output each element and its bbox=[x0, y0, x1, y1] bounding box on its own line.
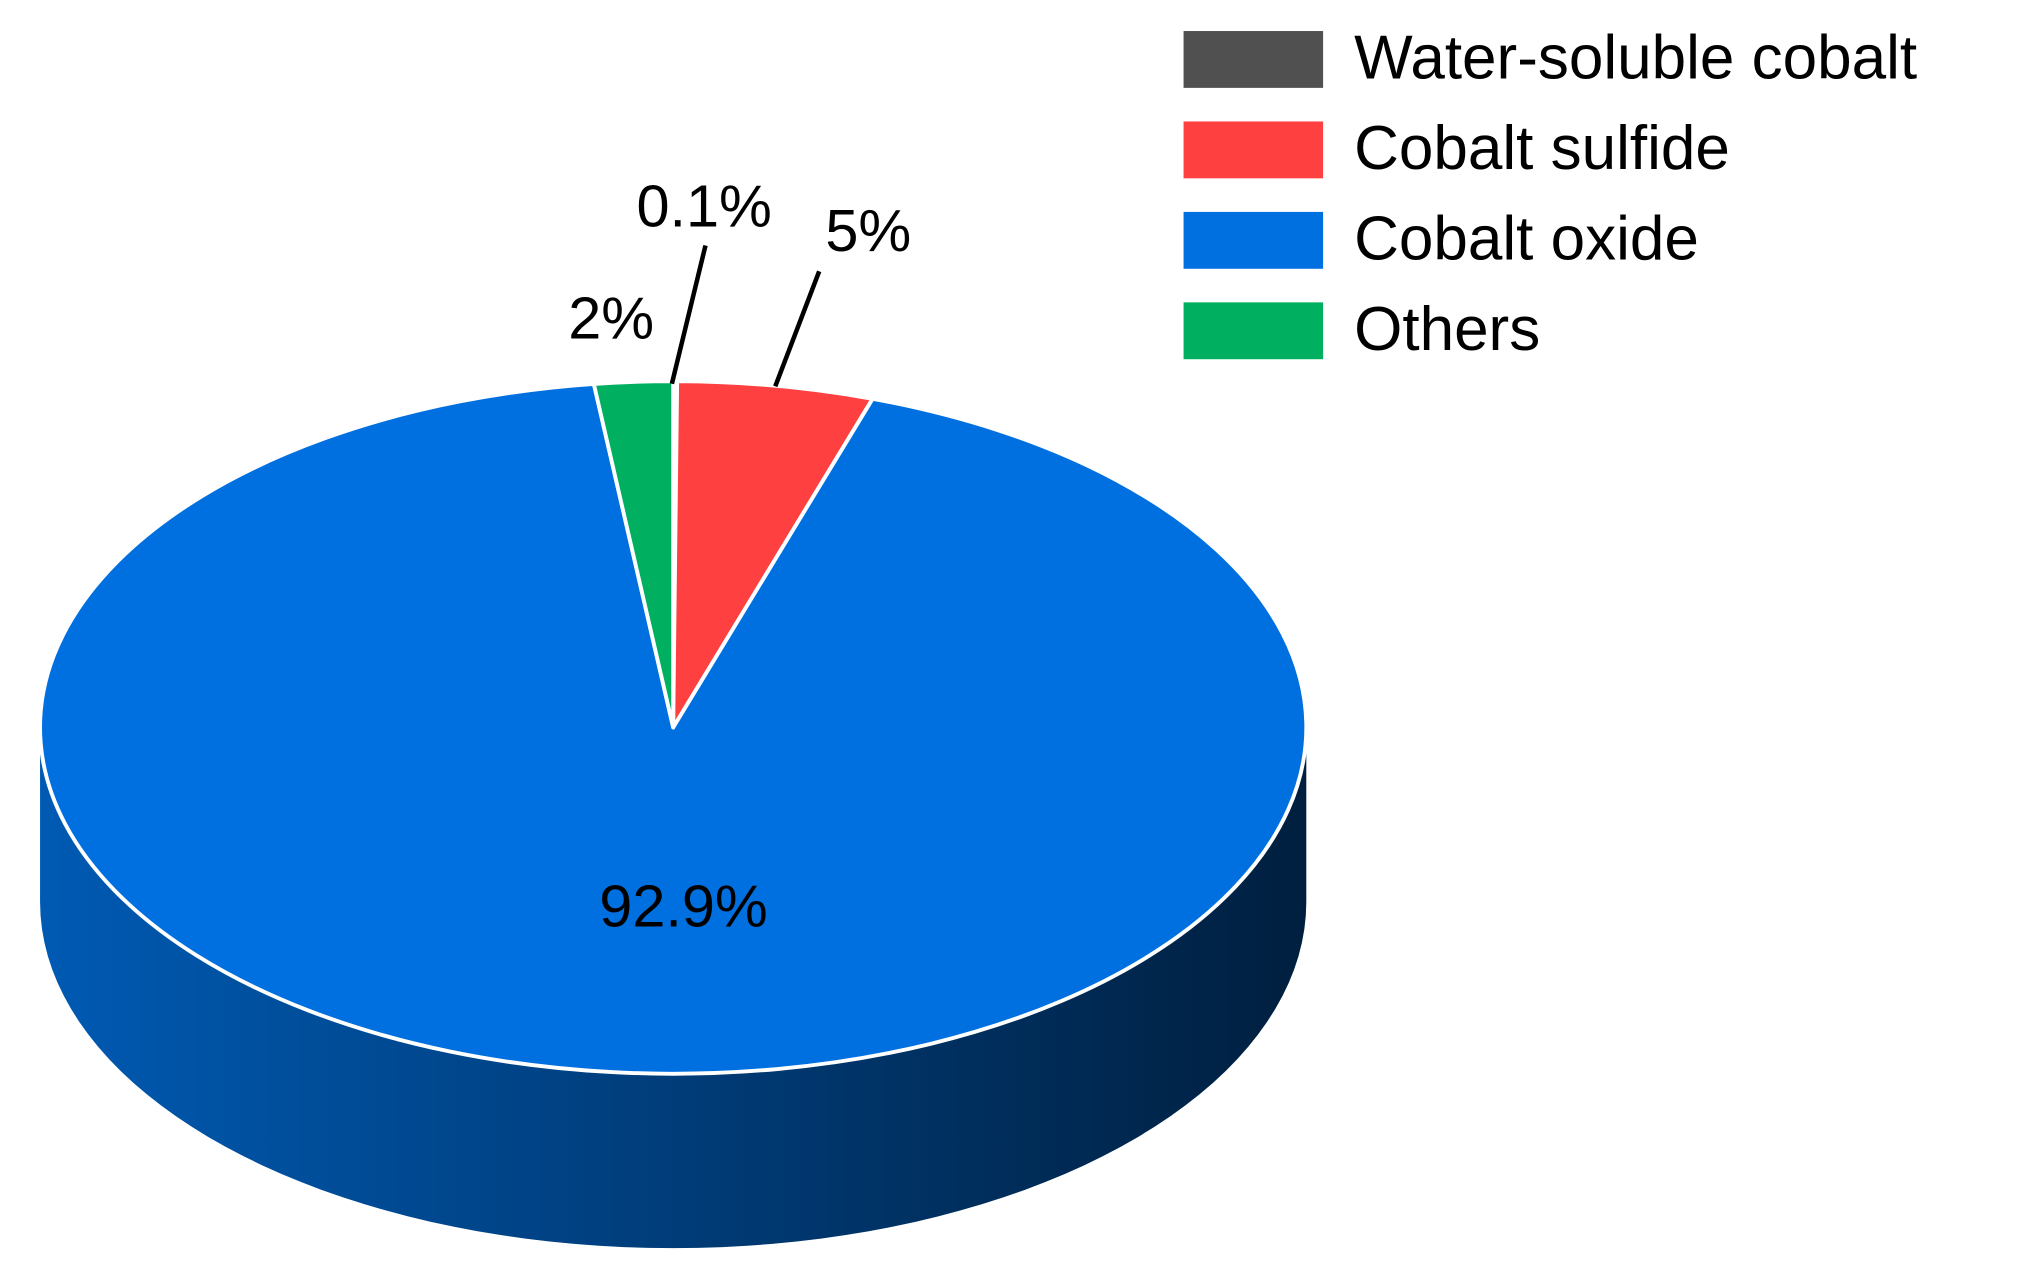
legend-label: Water-soluble cobalt bbox=[1354, 23, 1917, 92]
data-label: 2% bbox=[568, 285, 654, 352]
data-label: 92.9% bbox=[599, 873, 768, 940]
leader-line bbox=[773, 270, 822, 388]
legend: Water-soluble cobalt Cobalt sulfide Cobalt… bbox=[1183, 23, 1917, 364]
legend-swatch bbox=[1183, 302, 1324, 360]
legend-label: Cobalt sulfide bbox=[1354, 114, 1730, 183]
legend-label: Others bbox=[1354, 295, 1540, 364]
legend-label: Cobalt oxide bbox=[1354, 204, 1699, 273]
data-labels: 0.1% 5% 92.9% 2% bbox=[568, 172, 911, 939]
data-label: 0.1% bbox=[636, 172, 771, 239]
legend-swatch bbox=[1183, 31, 1324, 88]
pie-side bbox=[40, 727, 1307, 1249]
data-label: 5% bbox=[825, 197, 911, 264]
legend-swatch bbox=[1183, 121, 1324, 179]
pie-tops bbox=[38, 379, 1309, 1076]
pie-sides bbox=[40, 727, 1307, 1249]
legend-swatch bbox=[1183, 211, 1324, 269]
leader-line bbox=[669, 244, 708, 385]
